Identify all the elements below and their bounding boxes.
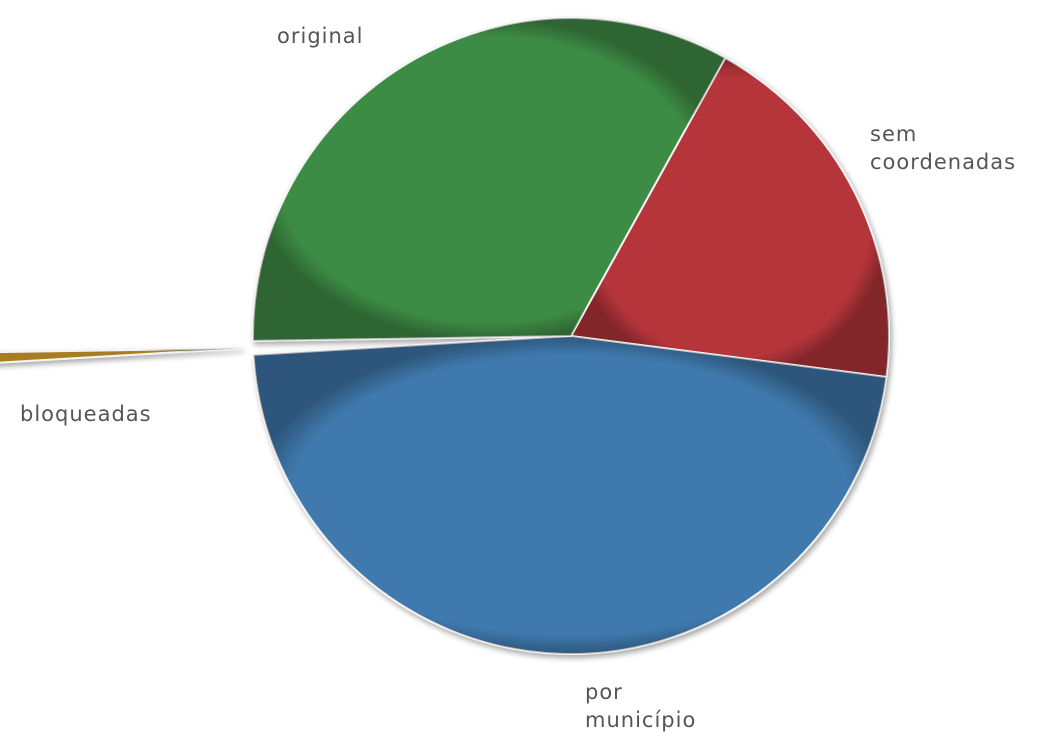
pie-slice-bloqueadas xyxy=(0,347,243,364)
pie-slice-por-municipio xyxy=(252,335,888,655)
slice-label-original-line-1: original xyxy=(277,24,364,48)
slice-label-por-municipio-line-2: município xyxy=(585,708,697,732)
slice-label-sem-coordenadas-line-1: sem xyxy=(870,122,918,146)
slice-label-por-municipio: por município xyxy=(585,678,696,734)
slice-label-sem-coordenadas-line-2: coordenadas xyxy=(870,150,1017,174)
slice-label-sem-coordenadas: sem coordenadas xyxy=(870,120,1016,176)
slice-label-original: original xyxy=(277,22,364,50)
slice-label-por-municipio-line-1: por xyxy=(585,680,623,704)
slice-label-bloqueadas: bloqueadas xyxy=(20,400,152,428)
slice-label-bloqueadas-line-1: bloqueadas xyxy=(20,402,152,426)
